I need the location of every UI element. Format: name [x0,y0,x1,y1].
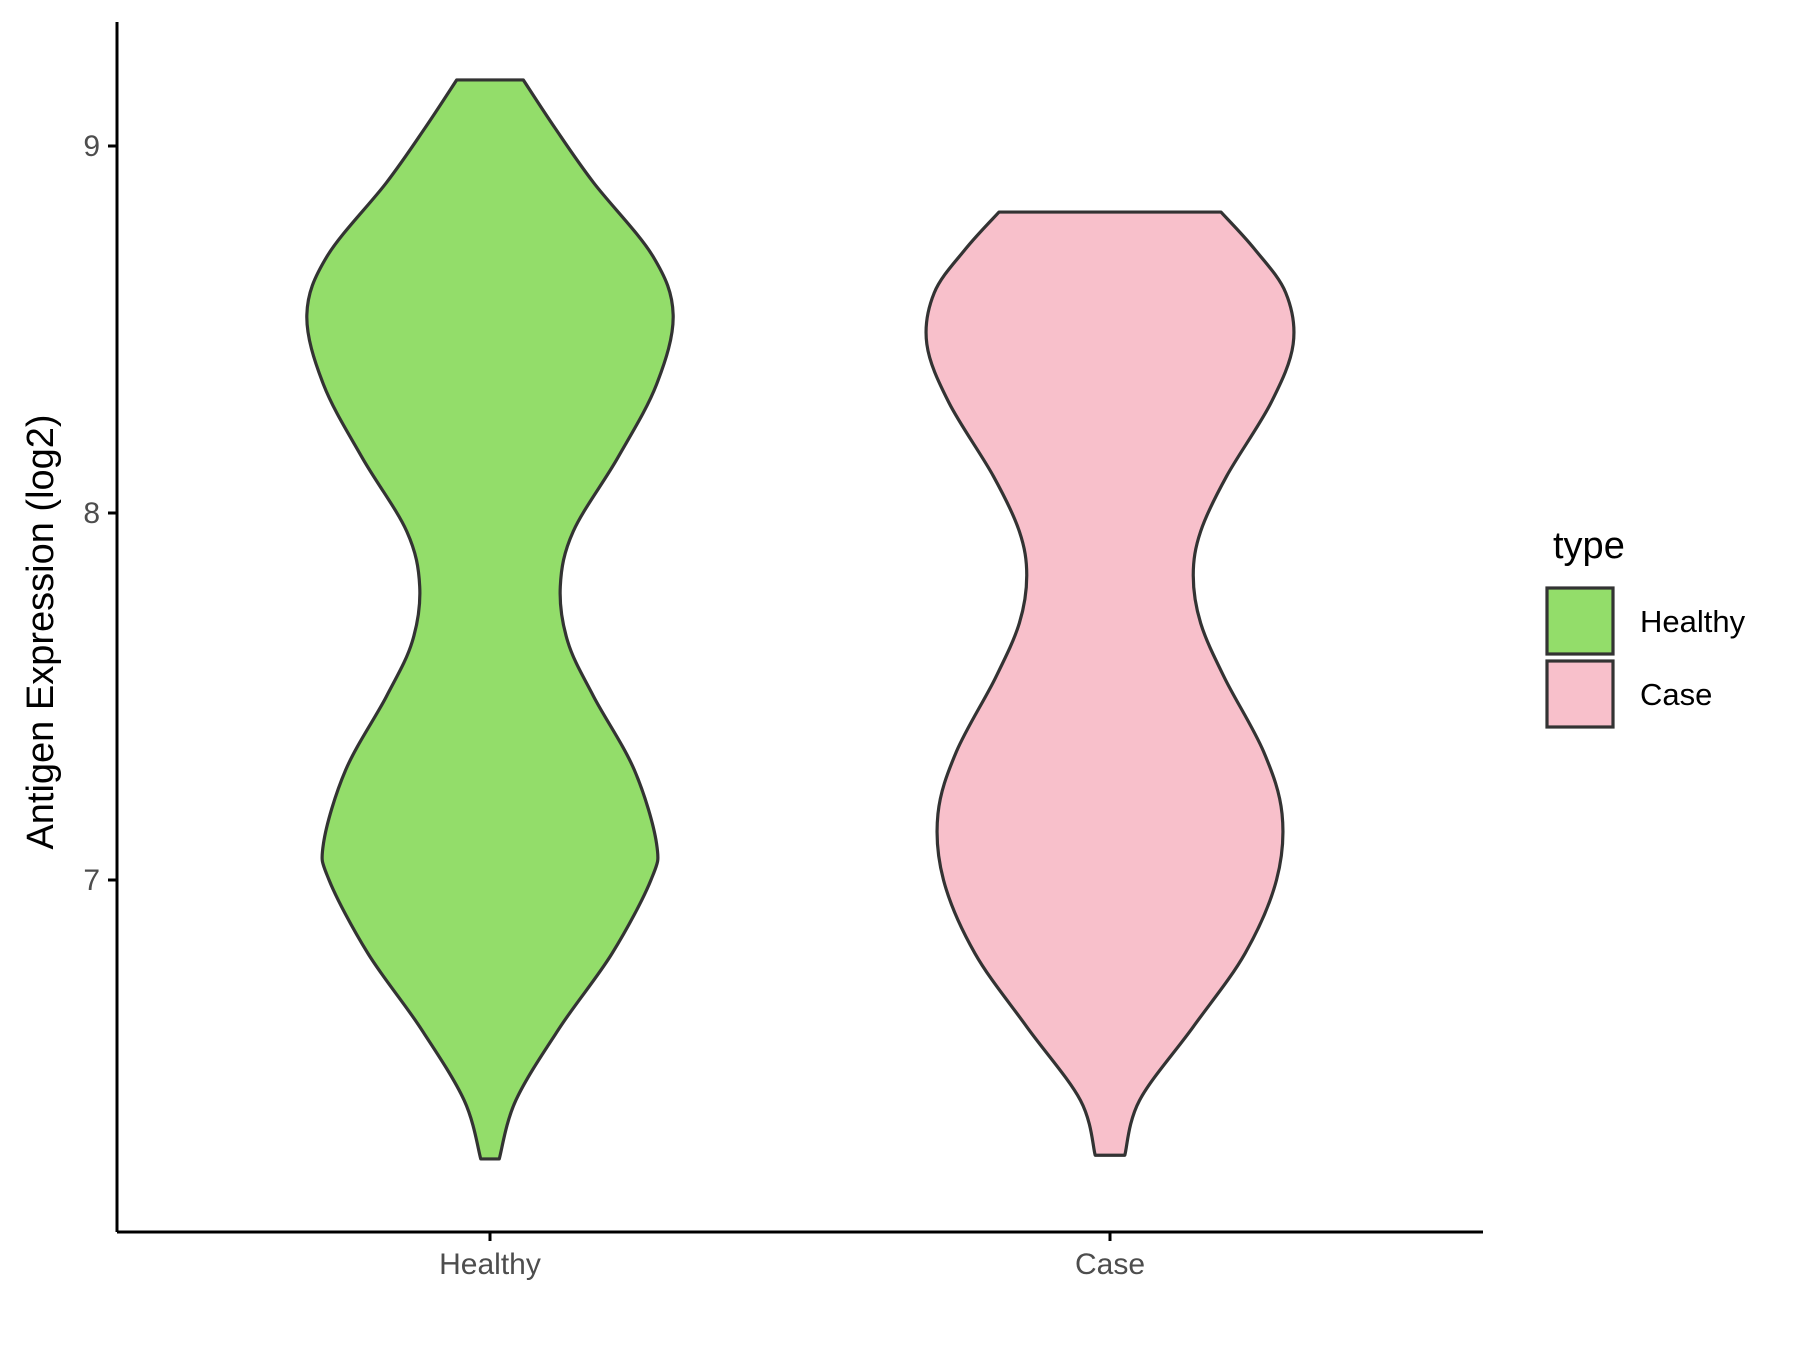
legend-label-case: Case [1640,677,1712,712]
y-ticks: 7 8 9 [83,130,117,897]
legend-key-healthy [1545,586,1615,656]
x-tick-label: Case [1075,1248,1145,1281]
y-tick-label: 8 [83,497,100,530]
legend-title: type [1553,525,1625,567]
violin-case [924,210,1296,1157]
legend-key-case [1545,659,1615,729]
y-tick-label: 7 [83,864,100,897]
x-tick-label: Healthy [439,1248,541,1281]
violin-healthy [305,78,675,1161]
x-ticks: Healthy Case [439,1232,1145,1281]
y-axis-title: Antigen Expression (log2) [20,414,62,849]
y-tick-label: 9 [83,130,100,163]
legend-label-healthy: Healthy [1640,604,1746,639]
legend: type Healthy Case [1545,525,1746,729]
violin-group [305,78,1296,1161]
